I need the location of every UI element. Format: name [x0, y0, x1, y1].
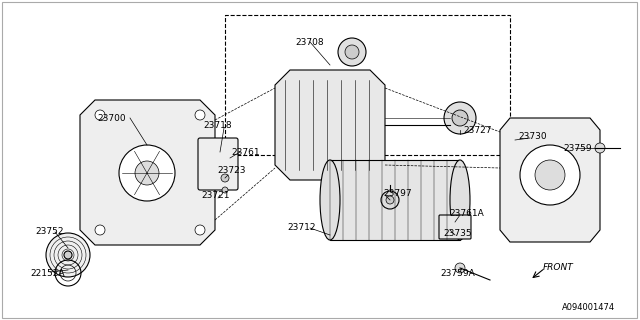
Circle shape [345, 45, 359, 59]
Circle shape [119, 145, 175, 201]
Circle shape [520, 145, 580, 205]
Polygon shape [500, 118, 600, 242]
Text: 23708: 23708 [296, 37, 324, 46]
Text: 23761: 23761 [232, 148, 260, 156]
Bar [225, 15, 510, 155]
Circle shape [195, 225, 205, 235]
Text: 23752: 23752 [36, 228, 64, 236]
Text: 23712: 23712 [288, 223, 316, 233]
Circle shape [221, 174, 229, 182]
Text: 23718: 23718 [204, 121, 232, 130]
Text: 23735: 23735 [444, 228, 472, 237]
Text: 23721: 23721 [202, 191, 230, 201]
Circle shape [381, 191, 399, 209]
Text: 22152A: 22152A [31, 269, 65, 278]
Circle shape [195, 110, 205, 120]
Circle shape [95, 110, 105, 120]
Circle shape [455, 263, 465, 273]
Text: 23723: 23723 [218, 165, 246, 174]
Text: 23700: 23700 [98, 114, 126, 123]
Polygon shape [80, 100, 215, 245]
Bar [330, 160, 460, 240]
Circle shape [135, 161, 159, 185]
Text: 23727: 23727 [464, 125, 492, 134]
Circle shape [386, 196, 394, 204]
Circle shape [46, 233, 90, 277]
Ellipse shape [320, 160, 340, 240]
Text: 23797: 23797 [384, 188, 412, 197]
Text: 23761A: 23761A [450, 209, 484, 218]
Circle shape [444, 102, 476, 134]
FancyBboxPatch shape [198, 138, 238, 190]
Circle shape [64, 251, 72, 259]
Text: FRONT: FRONT [543, 263, 573, 273]
Ellipse shape [450, 160, 470, 240]
Circle shape [222, 187, 228, 193]
FancyBboxPatch shape [439, 215, 471, 239]
Circle shape [95, 225, 105, 235]
Circle shape [595, 143, 605, 153]
Circle shape [338, 38, 366, 66]
Circle shape [535, 160, 565, 190]
Polygon shape [275, 70, 385, 180]
Text: 23759: 23759 [564, 143, 592, 153]
Text: 23759A: 23759A [440, 269, 476, 278]
Text: 23730: 23730 [518, 132, 547, 140]
Circle shape [452, 110, 468, 126]
Text: A094001474: A094001474 [561, 303, 614, 313]
